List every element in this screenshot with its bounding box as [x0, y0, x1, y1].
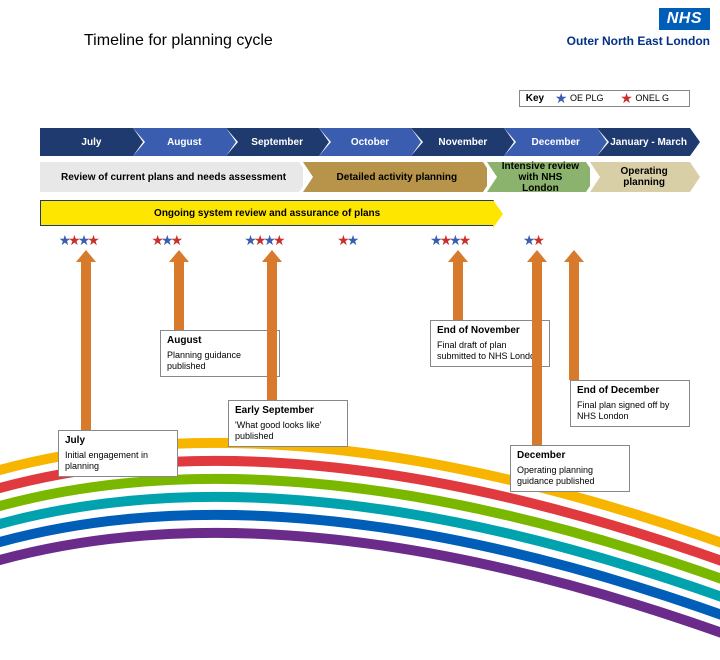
- legend-title: Key: [526, 93, 544, 104]
- arrow-icon: [569, 250, 579, 380]
- star-icon: ★: [459, 232, 472, 248]
- annotation-title: End of December: [577, 385, 683, 398]
- star-cluster: ★★★★: [430, 232, 468, 249]
- ongoing-bar: Ongoing system review and assurance of p…: [40, 200, 494, 226]
- star-cluster: ★★★: [151, 232, 180, 249]
- page-title: Timeline for planning cycle: [84, 32, 273, 50]
- legend-item-label: ONEL G: [635, 93, 669, 103]
- month-chevron: January - March: [597, 128, 690, 156]
- arrow-icon: [174, 250, 184, 330]
- nhs-logo: NHS: [659, 8, 710, 30]
- star-icon: ★: [555, 93, 568, 103]
- star-icon: ★: [273, 232, 286, 248]
- annotation-title: August: [167, 335, 273, 348]
- annotation-title: December: [517, 450, 623, 463]
- annotation-box: Early September 'What good looks like' pu…: [228, 400, 348, 447]
- legend-item-label: OE PLG: [570, 93, 604, 103]
- annotation-box: July Initial engagement in planning: [58, 430, 178, 477]
- star-cluster: ★★★★: [244, 232, 282, 249]
- phase-row: Review of current plans and needs assess…: [40, 162, 690, 192]
- star-cluster: ★★★★: [59, 232, 97, 249]
- annotation-body: 'What good looks like' published: [235, 420, 321, 441]
- annotation-body: Final draft of plan submitted to NHS Lon…: [437, 340, 540, 361]
- annotation-body: Planning guidance published: [167, 350, 241, 371]
- annotation-box: December Operating planning guidance publ…: [510, 445, 630, 492]
- annotation-title: End of November: [437, 325, 543, 338]
- legend: Key ★ OE PLG ★ ONEL G: [519, 90, 690, 107]
- month-row: JulyAugustSeptemberOctoberNovemberDecemb…: [40, 128, 690, 156]
- arrow-icon: [267, 250, 277, 400]
- star-icon: ★: [620, 93, 633, 103]
- star-icon: ★: [347, 232, 360, 248]
- star-cluster: ★★: [337, 232, 356, 249]
- phase-bar: Detailed activity planning: [303, 162, 482, 192]
- annotation-body: Operating planning guidance published: [517, 465, 595, 486]
- month-chevron: December: [504, 128, 597, 156]
- month-chevron: November: [411, 128, 504, 156]
- annotation-title: Early September: [235, 405, 341, 418]
- legend-item-2: ★ ONEL G: [620, 93, 669, 103]
- annotation-body: Final plan signed off by NHS London: [577, 400, 669, 421]
- annotation-box: August Planning guidance published: [160, 330, 280, 377]
- region-label: Outer North East London: [567, 34, 710, 48]
- arrow-icon: [81, 250, 91, 430]
- month-chevron: July: [40, 128, 133, 156]
- phase-bar: Review of current plans and needs assess…: [40, 162, 299, 192]
- arrow-icon: [532, 250, 542, 445]
- star-cluster: ★★: [523, 232, 542, 249]
- month-chevron: September: [226, 128, 319, 156]
- month-chevron: August: [133, 128, 226, 156]
- annotation-body: Initial engagement in planning: [65, 450, 148, 471]
- star-icon: ★: [87, 232, 100, 248]
- annotation-title: July: [65, 435, 171, 448]
- star-icon: ★: [532, 232, 545, 248]
- month-chevron: October: [319, 128, 412, 156]
- annotation-box: End of December Final plan signed off by …: [570, 380, 690, 427]
- arrow-icon: [453, 250, 463, 320]
- phase-bar: Operating planning: [590, 162, 690, 192]
- ongoing-bar-label: Ongoing system review and assurance of p…: [154, 208, 380, 219]
- phase-bar: Intensive review with NHS London: [487, 162, 587, 192]
- star-icon: ★: [171, 232, 184, 248]
- legend-item-1: ★ OE PLG: [555, 93, 604, 103]
